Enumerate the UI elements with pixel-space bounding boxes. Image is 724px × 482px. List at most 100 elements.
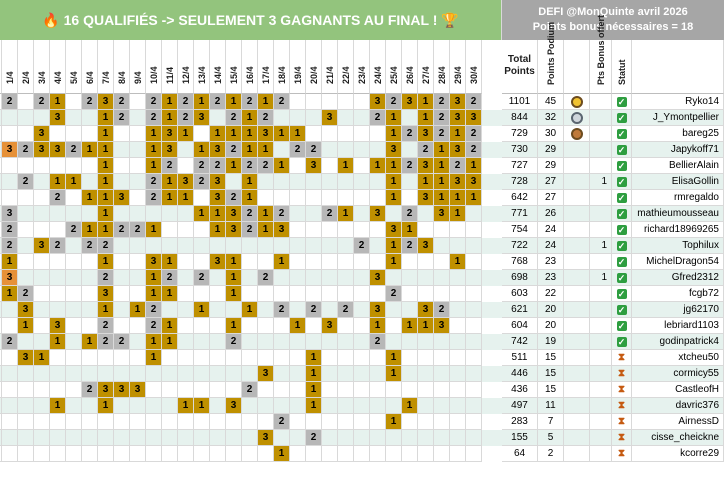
date-header-label: 11/4 <box>164 66 175 84</box>
score-cell: 1 <box>162 254 178 270</box>
day-cell <box>50 382 66 398</box>
status-cell: ✓ <box>612 222 632 238</box>
day-cell <box>338 318 354 334</box>
table-row: 1 3 2 2 1 1 1 3 1 1 1 3 604 20 ✓ lebriard1103 <box>0 318 724 334</box>
day-cell <box>50 286 66 302</box>
score-cell: 1 <box>162 190 178 206</box>
total-points-cell: 436 <box>502 382 538 398</box>
day-cell <box>50 414 66 430</box>
checkmark-icon: ✓ <box>616 240 627 251</box>
date-header-label: 2/4 <box>20 71 31 84</box>
bonus-cell <box>590 366 612 382</box>
score-cell: 1 <box>306 382 322 398</box>
day-cell <box>18 190 34 206</box>
score-cell: 2 <box>402 206 418 222</box>
points-podium-label: Points Podium <box>545 22 556 85</box>
day-cell <box>354 382 370 398</box>
score-cell: 3 <box>450 142 466 158</box>
total-points-cell: 742 <box>502 334 538 350</box>
date-header-cell: 9/4 <box>130 40 146 94</box>
day-cell <box>114 238 130 254</box>
day-cell <box>322 174 338 190</box>
day-cell <box>114 174 130 190</box>
day-cell <box>338 398 354 414</box>
score-cell: 3 <box>2 206 18 222</box>
medal-cell <box>564 334 590 350</box>
score-cell: 3 <box>386 142 402 158</box>
day-cell <box>210 398 226 414</box>
score-cell: 1 <box>162 334 178 350</box>
day-cell <box>466 238 482 254</box>
score-cell: 2 <box>466 126 482 142</box>
player-name-cell: cormicy55 <box>632 366 724 382</box>
day-cell <box>130 94 146 110</box>
score-cell: 2 <box>386 286 402 302</box>
score-cell: 1 <box>450 254 466 270</box>
day-cell <box>34 190 50 206</box>
score-cell: 1 <box>226 158 242 174</box>
score-cell: 1 <box>210 126 226 142</box>
score-cell: 2 <box>194 174 210 190</box>
day-cell <box>130 190 146 206</box>
score-cell: 3 <box>434 318 450 334</box>
day-cell <box>242 238 258 254</box>
day-cell <box>338 382 354 398</box>
day-cell <box>242 254 258 270</box>
points-podium-cell: 24 <box>538 238 564 254</box>
score-cell: 1 <box>226 126 242 142</box>
day-cell <box>2 318 18 334</box>
row-blank <box>0 286 2 302</box>
score-cell: 1 <box>146 270 162 286</box>
hourglass-icon: ⧗ <box>617 352 626 363</box>
score-cell: 3 <box>418 190 434 206</box>
day-cell <box>82 318 98 334</box>
day-cell <box>306 110 322 126</box>
day-cell <box>466 334 482 350</box>
score-cell: 2 <box>66 142 82 158</box>
day-cell <box>306 222 322 238</box>
row-blank <box>0 206 2 222</box>
statut-header: Statut <box>612 40 632 94</box>
bonus-cell <box>590 302 612 318</box>
score-cell: 2 <box>82 238 98 254</box>
day-cell <box>434 254 450 270</box>
day-cell <box>290 174 306 190</box>
score-cell: 2 <box>434 94 450 110</box>
day-cell <box>258 286 274 302</box>
points-podium-cell: 7 <box>538 414 564 430</box>
day-cell <box>322 190 338 206</box>
day-cell <box>434 382 450 398</box>
day-cell <box>18 206 34 222</box>
day-cell <box>130 110 146 126</box>
day-cell <box>82 446 98 462</box>
day-cell <box>466 254 482 270</box>
day-cell <box>354 366 370 382</box>
day-cell <box>178 334 194 350</box>
score-cell: 2 <box>242 158 258 174</box>
day-cell <box>290 158 306 174</box>
day-cell <box>418 382 434 398</box>
day-cell <box>130 126 146 142</box>
day-cell <box>2 398 18 414</box>
player-name-cell: mathieumousseau <box>632 206 724 222</box>
score-cell: 3 <box>402 94 418 110</box>
player-name-cell: kcorre29 <box>632 446 724 462</box>
day-cell <box>258 254 274 270</box>
total-points-label: Total Points <box>504 54 535 77</box>
bonus-cell <box>590 94 612 110</box>
score-cell: 1 <box>146 142 162 158</box>
day-cell <box>466 382 482 398</box>
day-cell <box>130 398 146 414</box>
points-podium-header: Points Podium <box>538 22 564 94</box>
score-cell: 2 <box>258 110 274 126</box>
day-cell <box>2 126 18 142</box>
day-cell <box>274 174 290 190</box>
score-cell: 3 <box>386 222 402 238</box>
day-cell <box>322 302 338 318</box>
day-cell <box>290 222 306 238</box>
day-cell <box>386 270 402 286</box>
day-cell <box>258 318 274 334</box>
total-points-cell: 698 <box>502 270 538 286</box>
total-points-cell: 604 <box>502 318 538 334</box>
statut-label: Statut <box>616 59 627 86</box>
